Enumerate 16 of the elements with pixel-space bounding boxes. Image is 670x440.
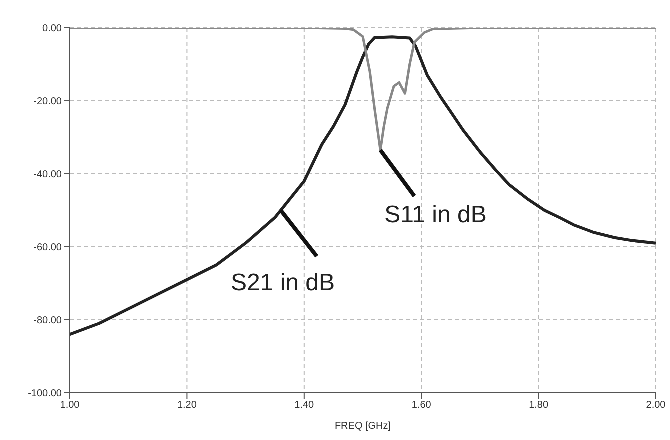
x-tick-label: 1.20	[177, 400, 198, 412]
y-tick-label: -80.00	[34, 316, 62, 327]
y-tick-label: 0.00	[42, 24, 62, 35]
y-tick-label: -100.00	[28, 388, 62, 400]
annotation: S11 in dB	[384, 201, 487, 228]
x-tick-label: 1.80	[529, 400, 549, 412]
annotation: S21 in dB	[230, 270, 336, 296]
x-tick-label: 2.00	[646, 400, 666, 412]
x-axis-title: FREQ [GHz]	[334, 421, 392, 432]
x-tick-label: 1.40	[294, 400, 315, 412]
y-tick-label: -20.00	[34, 96, 62, 108]
y-tick-label: -40.00	[34, 170, 62, 181]
y-tick-label: -60.00	[34, 242, 62, 254]
x-tick-label: 1.00	[60, 400, 80, 412]
x-tick-label: 1.60	[412, 400, 432, 412]
line-series	[70, 36, 656, 336]
